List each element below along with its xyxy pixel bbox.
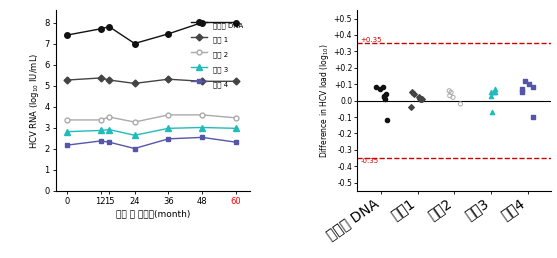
패널 2: [106, 115, 113, 118]
Point: [371, 85, 380, 90]
Point: [529, 115, 538, 119]
패널 1: [165, 78, 172, 81]
패널 3: [233, 127, 240, 130]
재조합 DNA: [106, 25, 113, 28]
패널 2: [131, 120, 138, 124]
Line: 패널 4: 패널 4: [65, 135, 238, 151]
Point: [414, 95, 423, 99]
Point: [520, 79, 529, 83]
패널 4: [97, 139, 104, 142]
Y-axis label: Difference in HCV load (log$_{10}$): Difference in HCV load (log$_{10}$): [318, 43, 331, 158]
패널 4: [106, 141, 113, 144]
Point: [491, 87, 500, 91]
패널 1: [233, 80, 240, 83]
재조합 DNA: [165, 32, 172, 35]
Point: [379, 85, 388, 90]
패널 3: [97, 129, 104, 132]
Point: [490, 90, 499, 94]
재조합 DNA: [97, 27, 104, 30]
Point: [380, 95, 389, 99]
Point: [448, 95, 457, 99]
Point: [517, 87, 526, 91]
재조합 DNA: [63, 34, 70, 37]
Point: [529, 85, 538, 90]
패널 2: [233, 116, 240, 119]
Point: [445, 94, 454, 98]
Point: [456, 102, 465, 106]
패널 3: [63, 130, 70, 133]
Point: [380, 97, 389, 101]
재조합 DNA: [233, 21, 240, 24]
Point: [375, 87, 384, 91]
패널 3: [106, 128, 113, 131]
패널 1: [63, 78, 70, 82]
Point: [409, 92, 418, 96]
패널 3: [131, 134, 138, 137]
Point: [380, 94, 389, 98]
Line: 패널 3: 패널 3: [64, 125, 239, 138]
패널 2: [165, 113, 172, 116]
Point: [487, 90, 496, 94]
패널 2: [97, 118, 104, 122]
Point: [525, 82, 534, 86]
Line: 재조합 DNA: 재조합 DNA: [64, 20, 239, 46]
Line: 패널 1: 패널 1: [65, 76, 238, 86]
패널 3: [199, 126, 206, 129]
패널 1: [106, 78, 113, 82]
Y-axis label: HCV RNA (log$_{10}$ IU/mL): HCV RNA (log$_{10}$ IU/mL): [28, 52, 41, 149]
패널 1: [131, 82, 138, 85]
패널 1: [199, 80, 206, 83]
Point: [447, 90, 456, 94]
Point: [415, 97, 424, 101]
패널 3: [165, 127, 172, 130]
X-axis label: 제조 후 경과일(month): 제조 후 경과일(month): [116, 209, 190, 218]
패널 2: [63, 118, 70, 122]
Point: [517, 90, 526, 94]
패널 4: [233, 141, 240, 144]
Point: [487, 110, 496, 114]
패널 4: [63, 144, 70, 147]
재조합 DNA: [199, 21, 206, 24]
Text: -0.35: -0.35: [361, 158, 379, 164]
패널 4: [165, 137, 172, 140]
Point: [383, 118, 392, 122]
패널 4: [131, 147, 138, 150]
Point: [417, 97, 426, 101]
Point: [381, 92, 390, 96]
Point: [445, 89, 454, 93]
Line: 패널 2: 패널 2: [65, 112, 238, 124]
Point: [418, 97, 427, 101]
Point: [487, 94, 496, 98]
재조합 DNA: [131, 42, 138, 45]
Point: [407, 90, 416, 94]
패널 4: [199, 136, 206, 139]
Point: [407, 105, 416, 109]
Legend: 재조합 DNA, 패널 1, 패널 2, 패널 3, 패널 4: 재조합 DNA, 패널 1, 패널 2, 패널 3, 패널 4: [190, 17, 243, 88]
패널 2: [199, 113, 206, 116]
Text: +0.35: +0.35: [361, 37, 382, 43]
Point: [490, 90, 499, 94]
패널 1: [97, 76, 104, 79]
